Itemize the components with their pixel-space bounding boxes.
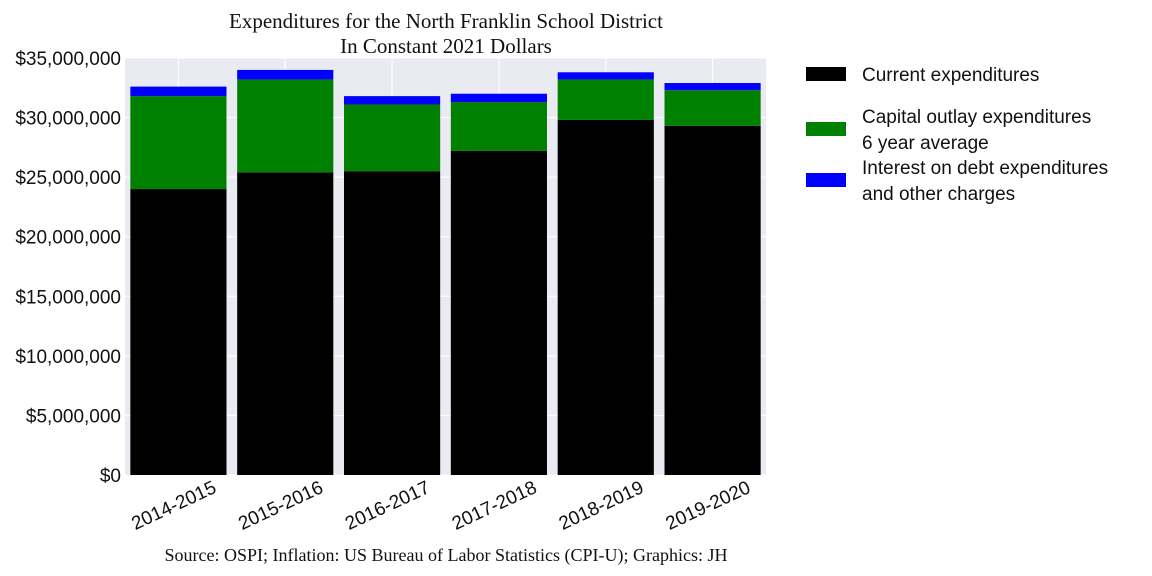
legend-label-series-2: and other charges [862,184,1015,205]
bar-segment-series-2 [130,86,227,97]
y-tick-label: $5,000,000 [26,406,121,427]
bar-segment-series-0 [237,172,334,475]
bar-segment-series-1 [344,104,441,172]
bar-segment-series-2 [664,83,761,91]
x-tick-label: 2019-2020 [663,477,754,534]
bar-segment-series-0 [130,189,227,476]
bar-segment-series-0 [344,171,441,475]
legend-label-series-0: Current expenditures [862,65,1039,86]
x-axis-ticks: 2014-2015 2015-2016 2016-2017 2017-2018 2018… [128,477,753,534]
legend-swatch-series-0 [806,67,846,81]
bar-segment-series-1 [664,90,761,126]
x-tick-label: 2017-2018 [449,477,540,534]
x-tick-label: 2018-2019 [556,477,647,534]
y-tick-label: $35,000,000 [15,49,121,70]
y-tick-label: $10,000,000 [15,347,121,368]
bar-segment-series-1 [450,102,547,151]
bars [130,69,761,476]
x-tick-label: 2014-2015 [128,477,219,534]
legend-label-series-1: Capital outlay expenditures [862,107,1091,128]
chart-title-line-1: Expenditures for the North Franklin Scho… [229,9,663,33]
bar-segment-series-0 [664,125,761,475]
bar-segment-series-1 [237,79,334,173]
legend-swatch-series-1 [806,122,846,136]
bar-segment-series-2 [557,72,654,80]
legend-label-series-2: Interest on debt expenditures [862,158,1108,179]
y-tick-label: $30,000,000 [15,109,121,130]
y-tick-label: $15,000,000 [15,287,121,308]
bar-segment-series-2 [237,69,334,80]
plot-area [125,58,766,475]
y-axis-ticks: $0 $5,000,000 $10,000,000 $15,000,000 $20,00… [15,49,121,487]
x-tick-label: 2016-2017 [342,477,433,534]
bar-segment-series-1 [557,79,654,120]
legend-swatch-series-2 [806,173,846,187]
y-tick-label: $25,000,000 [15,168,121,189]
bar-segment-series-2 [450,93,547,103]
x-tick-label: 2015-2016 [235,477,326,534]
y-tick-label: $0 [100,466,121,487]
legend: Current expenditures Capital outlay expen… [806,65,1108,205]
y-tick-label: $20,000,000 [15,228,121,249]
source-note: Source: OSPI; Inflation: US Bureau of La… [165,545,728,566]
chart-title-line-2: In Constant 2021 Dollars [340,34,552,58]
bar-segment-series-2 [344,96,441,105]
bar-segment-series-0 [450,150,547,475]
legend-label-series-1: 6 year average [862,133,989,154]
bar-segment-series-0 [557,119,654,475]
bar-segment-series-1 [130,96,227,190]
